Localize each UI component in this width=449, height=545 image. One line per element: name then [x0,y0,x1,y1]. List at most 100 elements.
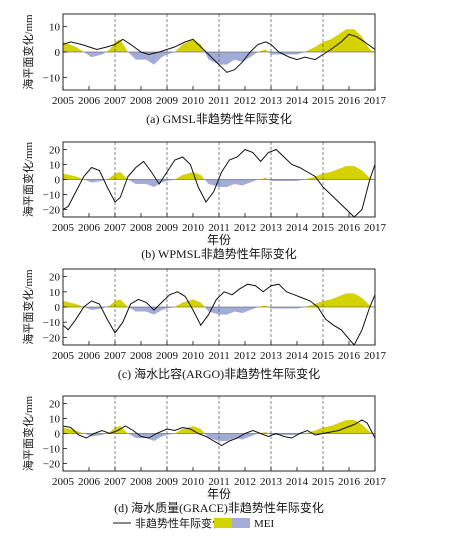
legend-line-label: 非趋势性年际变化 [135,516,223,530]
x-tick-label: 2010 [182,95,205,107]
mei-negative-area [83,433,305,441]
y-tick-label: 20 [49,272,61,284]
x-tick-label: 2007 [104,476,127,488]
x-tick-label: 2008 [130,222,153,234]
y-tick-label: 20 [49,399,61,411]
y-tick-label: −10 [43,190,61,202]
x-tick-label: 2006 [78,95,101,107]
chart-panel-b: −20 −10 0 10 20 2005 2006 2007 2008 2009 2010 2011 2… [21,141,387,261]
x-tick-label: 2011 [208,222,230,234]
chart-panel-c: −20 −10 0 10 20 2005 2006 2007 2008 2009 2010 2011 2… [21,268,387,381]
y-tick-label: 10 [49,22,61,34]
x-tick-label: 2012 [234,222,256,234]
x-tick-label: 2013 [260,95,283,107]
series-line [63,33,375,73]
legend-mei-pos-swatch [214,518,232,528]
x-tick-label: 2006 [78,222,101,234]
series-line [63,148,375,217]
x-tick-label: 2017 [364,350,387,362]
x-tick-label: 2005 [52,95,75,107]
x-tick-label: 2008 [130,476,153,488]
y-tick-label: 20 [49,145,61,157]
chart-panel-d: −20 −10 0 10 20 2005 2006 2007 2008 2009 2010 2011 2… [21,395,387,515]
x-tick-label: 2011 [208,476,230,488]
x-tick-label: 2013 [260,350,283,362]
y-tick-label: −10 [43,72,61,84]
x-tick-label: 2010 [182,350,205,362]
y-axis-label: 海平面变化/mm [21,14,35,90]
x-tick-label: 2016 [338,222,361,234]
x-axis-label: 年份 [207,233,231,247]
plot-area [63,396,375,471]
mei-positive-area [63,420,375,434]
x-tick-label: 2014 [286,95,309,107]
x-tick-label: 2012 [234,476,256,488]
y-tick-label: 0 [55,429,61,441]
x-tick-label: 2010 [182,476,205,488]
x-tick-label: 2015 [312,476,335,488]
x-tick-label: 2015 [312,350,335,362]
panel-caption: (b) WPMSL非趋势性年际变化 [141,246,296,261]
y-tick-label: −10 [43,444,61,456]
x-tick-label: 2011 [208,350,230,362]
x-tick-label: 2017 [364,476,387,488]
y-tick-label: 10 [49,414,61,426]
y-axis-label: 海平面变化/mm [21,141,35,217]
y-tick-label: −20 [43,205,61,217]
y-tick-label: −10 [43,317,61,329]
mei-positive-area [63,166,375,180]
panel-caption: (c) 海水比容(ARGO)非趋势性年际变化 [118,366,320,381]
x-tick-label: 2016 [338,95,361,107]
legend: 非趋势性年际变化 MEI [113,516,275,530]
mei-positive-area [63,29,375,52]
panel-caption: (a) GMSL非趋势性年际变化 [146,111,292,126]
y-tick-label: 0 [55,302,61,314]
x-tick-label: 2017 [364,222,387,234]
plot-area [63,142,375,217]
x-tick-label: 2015 [312,222,335,234]
x-tick-label: 2012 [234,95,256,107]
x-axis-label: 年份 [207,487,231,501]
y-tick-label: 10 [49,287,61,299]
x-tick-label: 2005 [52,350,75,362]
legend-mei-label: MEI [254,518,275,530]
chart-panel-a: −10 0 10 2005 2006 2007 2008 2009 2010 2011 2012 20… [21,13,387,126]
mei-negative-area [83,52,305,65]
plot-area [63,14,375,90]
series-line [63,283,375,345]
y-tick-label: 0 [55,175,61,187]
x-tick-label: 2013 [260,222,283,234]
mei-negative-area [83,307,305,315]
x-tick-label: 2014 [286,350,309,362]
x-tick-label: 2014 [286,476,309,488]
y-axis-label: 海平面变化/mm [21,269,35,345]
mei-positive-area [63,293,375,307]
x-tick-label: 2016 [338,476,361,488]
x-tick-label: 2005 [52,476,75,488]
legend-mei-neg-swatch [232,518,250,528]
x-tick-label: 2012 [234,350,256,362]
x-tick-label: 2010 [182,222,205,234]
x-tick-label: 2015 [312,95,335,107]
y-tick-label: 10 [49,160,61,172]
x-tick-label: 2006 [78,476,101,488]
x-tick-label: 2007 [104,222,127,234]
series-line [63,419,375,447]
x-tick-label: 2009 [156,222,179,234]
x-tick-label: 2006 [78,350,101,362]
y-tick-label: −20 [43,459,61,471]
x-tick-label: 2005 [52,222,75,234]
y-axis-label: 海平面变化/mm [21,395,35,471]
x-tick-label: 2007 [104,95,127,107]
plot-area [63,269,375,345]
panel-caption: (d) 海水质量(GRACE)非趋势性年际变化 [114,500,324,515]
y-tick-label: 0 [55,47,61,59]
y-tick-label: −20 [43,332,61,344]
x-tick-label: 2008 [130,350,153,362]
x-tick-label: 2009 [156,476,179,488]
x-tick-label: 2011 [208,95,230,107]
x-tick-label: 2009 [156,350,179,362]
x-tick-label: 2014 [286,222,309,234]
